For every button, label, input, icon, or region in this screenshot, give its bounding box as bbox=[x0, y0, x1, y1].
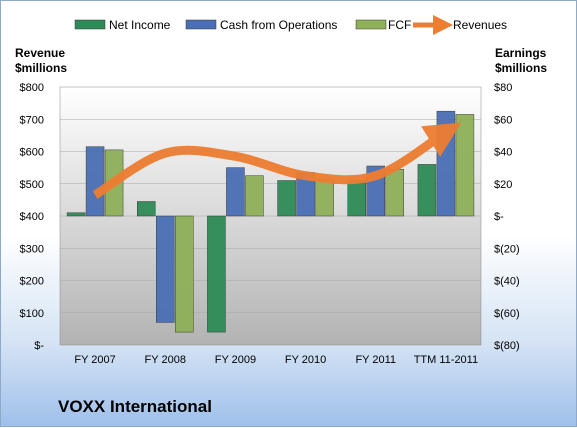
legend-swatch-fcf bbox=[355, 19, 387, 30]
bar-fcf bbox=[315, 178, 334, 217]
left-tick-label: $500 bbox=[20, 179, 44, 191]
x-tick-label: FY 2010 bbox=[285, 354, 326, 366]
right-tick-label: $(20) bbox=[494, 243, 520, 255]
legend-label: Net Income bbox=[109, 18, 171, 32]
bar-cash-from-operations bbox=[85, 146, 105, 217]
legend-label: Cash from Operations bbox=[220, 18, 337, 32]
left-tick-label: $300 bbox=[20, 243, 44, 255]
right-tick-label: $40 bbox=[494, 147, 512, 159]
right-tick-label: $- bbox=[494, 211, 504, 223]
left-tick-label: $700 bbox=[20, 114, 44, 126]
bar-fcf bbox=[455, 114, 475, 217]
bar-net-income bbox=[66, 212, 86, 217]
x-tick-label: FY 2011 bbox=[355, 354, 396, 366]
bar-net-income bbox=[137, 201, 156, 217]
left-axis-title-line-1: Revenue bbox=[15, 46, 66, 60]
right-tick-label: $20 bbox=[494, 179, 512, 191]
bar-fcf bbox=[385, 168, 404, 217]
left-tick-label: $600 bbox=[20, 147, 44, 159]
legend-label: Revenues bbox=[453, 18, 507, 32]
bar-cash-from-operations bbox=[226, 167, 245, 217]
x-tick-label: FY 2009 bbox=[215, 354, 256, 366]
company-label: VOXX International bbox=[58, 397, 212, 416]
bars bbox=[66, 110, 475, 333]
left-tick-label: $100 bbox=[20, 308, 44, 320]
left-axis-title-line-2: $millions bbox=[15, 61, 68, 75]
bar-cash-from-operations bbox=[156, 215, 175, 323]
left-tick-label: $800 bbox=[20, 82, 44, 94]
left-axis-ticks: $- $100 $200 $300 $400 $500 $600 $700 $800 bbox=[20, 82, 45, 352]
x-tick-label: TTM 11-2011 bbox=[414, 354, 478, 366]
bar-net-income bbox=[417, 164, 437, 217]
right-tick-label: $(60) bbox=[494, 308, 520, 320]
bar-net-income bbox=[277, 180, 296, 217]
left-tick-label: $200 bbox=[20, 276, 44, 288]
left-tick-label: $400 bbox=[20, 211, 44, 223]
right-tick-label: $(80) bbox=[494, 340, 520, 352]
legend-label: FCF bbox=[388, 18, 411, 32]
x-tick-label: FY 2007 bbox=[74, 354, 115, 366]
revenue-line-group bbox=[92, 122, 462, 199]
legend-swatch-cash-from-operations bbox=[185, 19, 217, 30]
left-tick-label: $- bbox=[34, 340, 44, 352]
bar-fcf bbox=[245, 175, 264, 217]
right-axis-title-line-1: Earnings bbox=[495, 46, 547, 60]
right-tick-label: $60 bbox=[494, 114, 512, 126]
right-tick-label: $(40) bbox=[494, 276, 520, 288]
legend-swatch-net-income bbox=[74, 19, 106, 30]
bar-fcf bbox=[175, 215, 194, 333]
left-axis-title: Revenue $millions bbox=[15, 46, 67, 76]
right-axis-title-line-2: $millions bbox=[495, 61, 548, 75]
bar-net-income bbox=[347, 180, 366, 217]
x-axis-labels: FY 2007 FY 2008 FY 2009 FY 2010 FY 2011 TTM 1… bbox=[74, 354, 478, 366]
legend: Net Income Cash from Operations FCF Revenue… bbox=[74, 15, 507, 35]
bar-net-income bbox=[207, 215, 226, 333]
revenue-line bbox=[92, 122, 462, 199]
right-axis-title: Earnings $millions bbox=[495, 46, 547, 76]
right-axis-ticks: $(80) $(60) $(40) $(20) $- $20 $40 $60 $80 bbox=[494, 82, 520, 352]
bar-cash-from-operations bbox=[436, 110, 456, 217]
x-tick-label: FY 2008 bbox=[145, 354, 186, 366]
right-tick-label: $80 bbox=[494, 82, 512, 94]
